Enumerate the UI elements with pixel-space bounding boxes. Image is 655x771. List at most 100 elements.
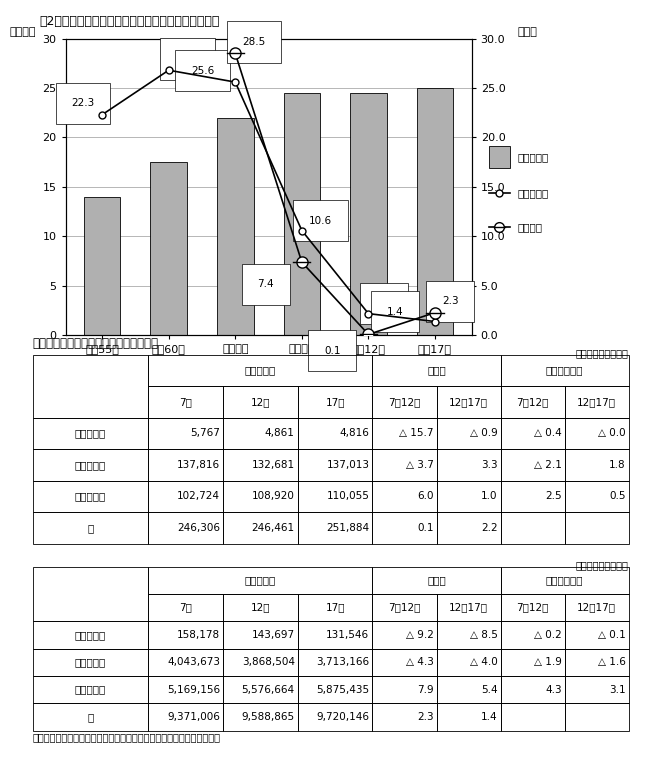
Text: △ 8.5: △ 8.5 xyxy=(470,630,498,640)
Text: 第１次産業: 第１次産業 xyxy=(75,630,106,640)
Text: 4,816: 4,816 xyxy=(339,429,369,439)
Text: △ 0.9: △ 0.9 xyxy=(470,429,498,439)
Bar xyxy=(149,418,223,449)
Text: 12年: 12年 xyxy=(251,397,270,407)
Bar xyxy=(500,676,565,703)
Text: 1.8: 1.8 xyxy=(609,460,626,470)
Text: 伸び率: 伸び率 xyxy=(427,365,446,375)
Text: 伸び率寄与度: 伸び率寄与度 xyxy=(546,575,584,585)
Bar xyxy=(565,676,629,703)
Text: 4.3: 4.3 xyxy=(545,685,562,695)
Bar xyxy=(500,418,565,449)
Text: △ 2.1: △ 2.1 xyxy=(534,460,562,470)
Text: 0.1: 0.1 xyxy=(417,523,434,533)
Text: △ 0.0: △ 0.0 xyxy=(598,429,626,439)
Bar xyxy=(298,703,373,731)
Text: 5,169,156: 5,169,156 xyxy=(167,685,220,695)
Bar xyxy=(565,480,629,512)
Text: 7年: 7年 xyxy=(179,603,192,613)
Text: 単位未満は四捨五入しているため，内訳は必ずしも合計と一致しない。: 単位未満は四捨五入しているため，内訳は必ずしも合計と一致しない。 xyxy=(33,732,221,742)
Text: △ 1.9: △ 1.9 xyxy=(534,658,562,668)
Text: 第３次産業: 第３次産業 xyxy=(75,685,106,695)
Bar xyxy=(436,703,500,731)
Text: 2.2: 2.2 xyxy=(375,298,392,308)
Bar xyxy=(436,621,500,648)
Bar xyxy=(149,355,373,386)
Bar xyxy=(149,621,223,648)
Text: 0.5: 0.5 xyxy=(609,491,626,501)
Bar xyxy=(350,93,386,335)
Text: △ 1.6: △ 1.6 xyxy=(598,658,626,668)
Bar xyxy=(373,512,436,544)
Bar xyxy=(33,648,149,676)
Bar xyxy=(436,480,500,512)
Bar xyxy=(565,449,629,480)
Bar xyxy=(500,567,629,594)
Bar xyxy=(33,449,149,480)
Text: △ 0.1: △ 0.1 xyxy=(598,630,626,640)
Bar xyxy=(33,621,149,648)
Bar xyxy=(33,676,149,703)
Text: 7～12年: 7～12年 xyxy=(388,603,421,613)
Text: 102,724: 102,724 xyxy=(177,491,220,501)
Text: △ 4.0: △ 4.0 xyxy=(470,658,498,668)
Text: 9,371,006: 9,371,006 xyxy=(167,712,220,722)
Bar xyxy=(565,648,629,676)
Bar xyxy=(565,703,629,731)
Text: 2.2: 2.2 xyxy=(481,523,498,533)
Bar xyxy=(373,355,500,386)
Bar xyxy=(500,594,565,621)
Bar xyxy=(565,621,629,648)
Bar xyxy=(373,567,500,594)
Bar xyxy=(565,418,629,449)
Bar xyxy=(436,676,500,703)
Bar xyxy=(217,118,253,335)
Bar xyxy=(223,386,298,418)
Text: 108,920: 108,920 xyxy=(252,491,295,501)
Text: 9,588,865: 9,588,865 xyxy=(242,712,295,722)
Text: 計: 計 xyxy=(88,712,94,722)
Text: 12～17年: 12～17年 xyxy=(577,397,616,407)
Text: 7.4: 7.4 xyxy=(257,279,274,289)
Text: （単位：億円，％）: （単位：億円，％） xyxy=(576,561,629,571)
Text: 5.4: 5.4 xyxy=(481,685,498,695)
Text: 17年: 17年 xyxy=(326,397,345,407)
Bar xyxy=(284,93,320,335)
Text: 25.6: 25.6 xyxy=(191,66,214,76)
Text: 132,681: 132,681 xyxy=(252,460,295,470)
Text: 第３次産業: 第３次産業 xyxy=(75,491,106,501)
Bar xyxy=(373,676,436,703)
Text: 4,043,673: 4,043,673 xyxy=(167,658,220,668)
Bar xyxy=(489,146,510,168)
Bar xyxy=(33,567,149,621)
Bar xyxy=(298,449,373,480)
Bar xyxy=(223,676,298,703)
Bar xyxy=(149,567,373,594)
Bar xyxy=(149,676,223,703)
Text: 2.3: 2.3 xyxy=(417,712,434,722)
Text: 1.4: 1.4 xyxy=(481,712,498,722)
Text: （単位：億円，％）: （単位：億円，％） xyxy=(576,348,629,358)
Text: 9,720,146: 9,720,146 xyxy=(316,712,369,722)
Text: 3.3: 3.3 xyxy=(481,460,498,470)
Bar xyxy=(33,512,149,544)
Text: △ 0.4: △ 0.4 xyxy=(534,429,562,439)
Text: 5,875,435: 5,875,435 xyxy=(316,685,369,695)
Bar xyxy=(149,594,223,621)
Bar xyxy=(436,648,500,676)
Bar xyxy=(436,594,500,621)
Text: 1.4: 1.4 xyxy=(386,307,403,317)
Text: 26.8: 26.8 xyxy=(176,54,199,64)
Text: △ 15.7: △ 15.7 xyxy=(399,429,434,439)
Text: 7年: 7年 xyxy=(179,397,192,407)
Text: △ 0.2: △ 0.2 xyxy=(534,630,562,640)
Bar xyxy=(500,386,565,418)
Text: 7～12年: 7～12年 xyxy=(388,397,421,407)
Bar xyxy=(500,355,629,386)
Text: 2.5: 2.5 xyxy=(545,491,562,501)
Text: 17年: 17年 xyxy=(326,603,345,613)
Bar xyxy=(223,480,298,512)
Bar xyxy=(373,594,436,621)
Bar xyxy=(373,449,436,480)
Text: 6.0: 6.0 xyxy=(417,491,434,501)
